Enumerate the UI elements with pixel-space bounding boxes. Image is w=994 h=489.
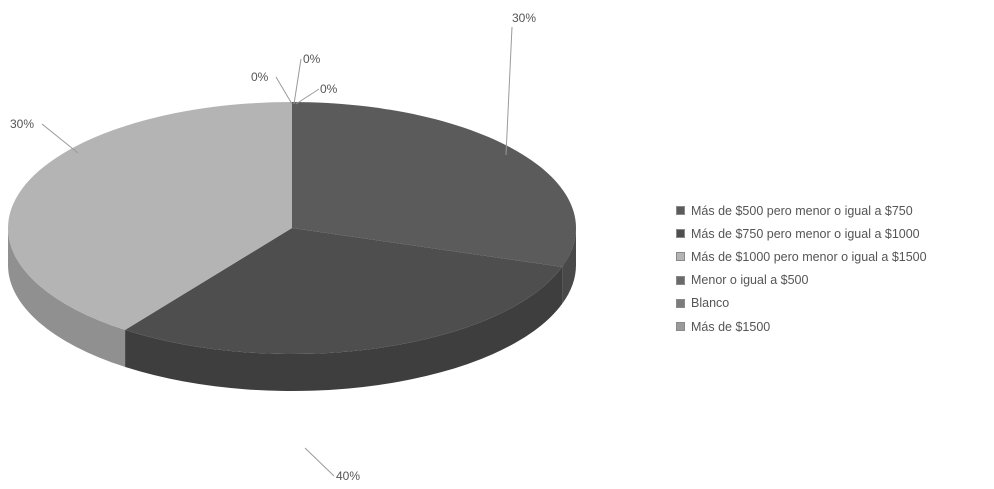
legend-swatch (676, 229, 685, 239)
legend-label: Más de $1500 (691, 319, 771, 334)
legend-swatch (676, 322, 685, 332)
leader-line (293, 58, 302, 105)
legend: Más de $500 pero menor o igual a $750 Má… (676, 199, 927, 338)
legend-label: Más de $500 pero menor o igual a $750 (691, 203, 913, 218)
data-label: 0% (251, 70, 269, 84)
data-label: 30% (10, 117, 34, 131)
legend-item: Menor o igual a $500 (676, 269, 927, 292)
legend-swatch (676, 298, 685, 308)
legend-label: Menor o igual a $500 (691, 273, 809, 288)
leader-line (295, 88, 320, 105)
data-label: 40% (336, 469, 360, 483)
pie-slice-side (125, 266, 563, 391)
legend-item: Más de $1500 (676, 315, 927, 338)
data-label: 0% (303, 52, 321, 66)
pie-slice-side (562, 228, 576, 304)
legend-swatch (676, 252, 685, 262)
leader-line (41, 123, 79, 154)
pie-slice (7, 102, 292, 330)
pie-slice (125, 228, 563, 354)
pie-sides (8, 228, 576, 391)
leader-line (505, 26, 513, 156)
leader-line (304, 447, 335, 477)
data-labels: 30% 30% 40% 0% 0% 0% (10, 11, 536, 483)
legend-item: Más de $1000 pero menor o igual a $1500 (676, 245, 927, 268)
legend-label: Más de $750 pero menor o igual a $1000 (691, 226, 920, 241)
legend-swatch (676, 206, 685, 216)
legend-item: Blanco (676, 292, 927, 315)
pie-slice-side (8, 228, 126, 367)
pie-slice (292, 102, 576, 267)
legend-label: Más de $1000 pero menor o igual a $1500 (691, 249, 927, 264)
legend-item: Más de $750 pero menor o igual a $1000 (676, 222, 927, 245)
legend-swatch (676, 275, 685, 285)
legend-label: Blanco (691, 296, 730, 311)
leader-line (275, 76, 293, 105)
data-label: 30% (512, 11, 536, 25)
legend-item: Más de $500 pero menor o igual a $750 (676, 199, 927, 222)
data-label: 0% (320, 82, 338, 96)
pie-slices (7, 102, 576, 354)
